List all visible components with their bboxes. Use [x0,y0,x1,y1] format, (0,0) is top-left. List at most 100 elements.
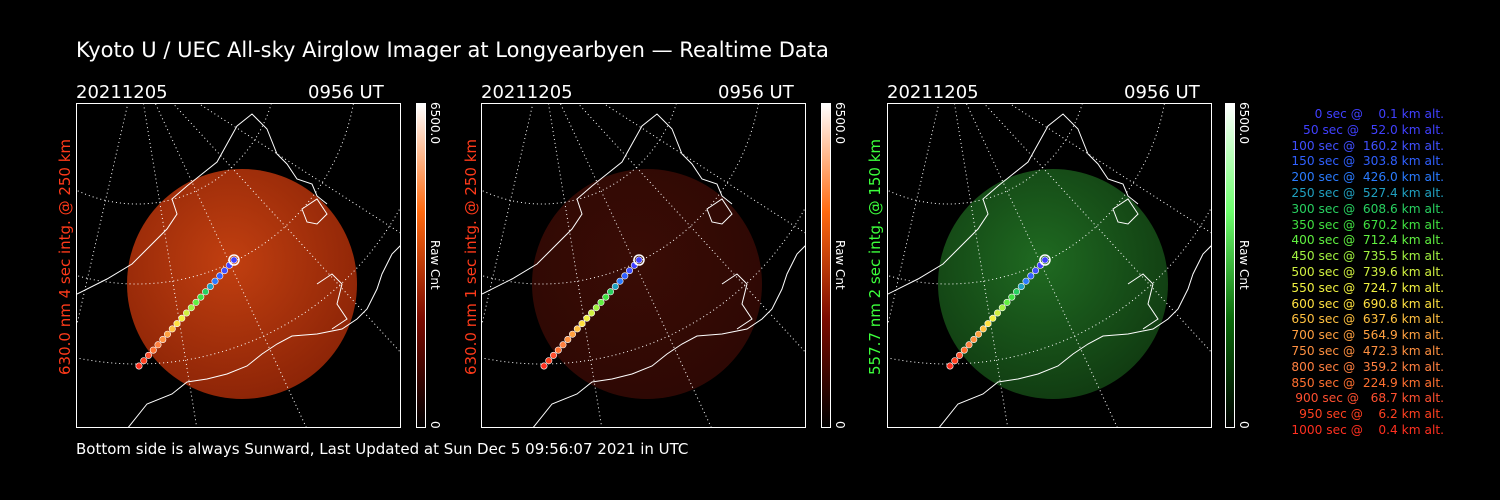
trajectory-point [621,272,629,280]
panel1-allsky-image [76,103,401,428]
panel3-allsky-image [887,103,1212,428]
trajectory-point [616,277,624,285]
trajectory-point [221,267,229,275]
trajectory-point [1027,272,1035,280]
trajectory-point [975,330,983,338]
longitude-line [983,104,1211,353]
trajectory-point [197,293,205,301]
panel2-date: 20211205 [481,82,573,103]
trajectory-legend: 0 sec @ 0.1 km alt. 50 sec @ 52.0 km alt… [1262,107,1444,439]
panel1-svg [77,104,400,427]
page-title: Kyoto U / UEC All-sky Airglow Imager at … [76,38,829,62]
trajectory-point [998,304,1006,312]
trajectory-point [979,325,987,333]
trajectory-point [569,330,577,338]
trajectory-point [149,346,157,354]
longitude-line [577,104,805,353]
panel2-cbar-max: 6500.0 [833,102,847,144]
airglow-oval [938,169,1168,399]
panel3-cbar-max: 6500.0 [1237,102,1251,144]
trajectory-point [602,293,610,301]
island-outline [706,198,733,225]
trajectory-point [192,298,200,306]
legend-item: 600 sec @ 690.8 km alt. [1287,296,1444,311]
legend-item: 450 sec @ 735.5 km alt. [1287,249,1444,264]
island-outline [721,273,753,330]
panel3-time: 0956 UT [1124,82,1200,103]
trajectory-point [970,336,978,344]
trajectory-point [168,325,176,333]
legend-item: 300 sec @ 608.6 km alt. [1287,201,1444,216]
trajectory-point [230,256,238,264]
island-outline [316,273,348,330]
coastline [77,113,328,295]
trajectory-point [592,304,600,312]
longitude-line [77,104,129,325]
trajectory-point [216,272,224,280]
legend-item: 750 sec @ 472.3 km alt. [1287,343,1444,358]
station-marker [1039,254,1051,266]
legend-item: 950 sec @ 6.2 km alt. [1295,407,1444,422]
coastline [532,245,805,427]
panel1-time: 0956 UT [308,82,384,103]
legend-item: 550 sec @ 724.7 km alt. [1287,280,1444,295]
trajectory-point [597,298,605,306]
trajectory-point [564,336,572,344]
trajectory-point [1017,283,1025,291]
longitude-line [548,104,603,427]
panel1-date: 20211205 [76,82,168,103]
station-marker [228,254,240,266]
trajectory-point [187,304,195,312]
legend-item: 50 sec @ 52.0 km alt. [1295,122,1444,137]
legend-item: 400 sec @ 712.4 km alt. [1287,233,1444,248]
longitude-line [172,104,400,353]
panel3-colorbar [1225,103,1235,428]
longitude-line [954,104,1009,427]
trajectory-point [140,357,148,365]
trajectory-point [211,277,219,285]
panel1-cbar-min: 0 [428,421,442,429]
coastline [938,245,1211,427]
trajectory-point [583,314,591,322]
legend-item: 700 sec @ 564.9 km alt. [1287,328,1444,343]
panel3-date: 20211205 [887,82,979,103]
trajectory-point [946,362,954,370]
panel3-cbar-label: Raw Cnt [1237,240,1251,290]
trajectory-point [154,341,162,349]
legend-item: 150 sec @ 303.8 km alt. [1287,154,1444,169]
panel3-ylabel: 557.7 nm 2 sec intg. @ 150 km [866,138,884,375]
station-marker [633,254,645,266]
airglow-oval [532,169,762,399]
trajectory-point [965,341,973,349]
island-outline [1112,198,1139,225]
legend-item: 350 sec @ 670.2 km alt. [1287,217,1444,232]
trajectory-point [956,351,964,359]
trajectory-point [540,362,548,370]
trajectory-point [164,330,172,338]
legend-item: 100 sec @ 160.2 km alt. [1287,138,1444,153]
trajectory-point [178,314,186,322]
panel2-allsky-image [481,103,806,428]
trajectory-point [951,357,959,365]
trajectory-point [173,320,181,328]
legend-item: 800 sec @ 359.2 km alt. [1287,359,1444,374]
legend-item: 200 sec @ 426.0 km alt. [1287,170,1444,185]
trajectory-point [573,325,581,333]
legend-item: 500 sec @ 739.6 km alt. [1287,264,1444,279]
legend-item: 900 sec @ 68.7 km alt. [1291,391,1444,406]
longitude-line [482,104,534,325]
trajectory-point [135,362,143,370]
trajectory-point [1008,293,1016,301]
footer-note: Bottom side is always Sunward, Last Upda… [76,440,689,458]
trajectory-point [984,320,992,328]
panel2-ylabel: 630.0 nm 1 sec intg. @ 250 km [462,138,480,375]
legend-item: 0 sec @ 0.1 km alt. [1303,107,1444,121]
trajectory-point [960,346,968,354]
trajectory-point [545,357,553,365]
trajectory-point [1022,277,1030,285]
trajectory-point [145,351,153,359]
trajectory-point [202,288,210,296]
panel1-cbar-label: Raw Cnt [428,240,442,290]
legend-item: 250 sec @ 527.4 km alt. [1287,185,1444,200]
trajectory-point [607,288,615,296]
